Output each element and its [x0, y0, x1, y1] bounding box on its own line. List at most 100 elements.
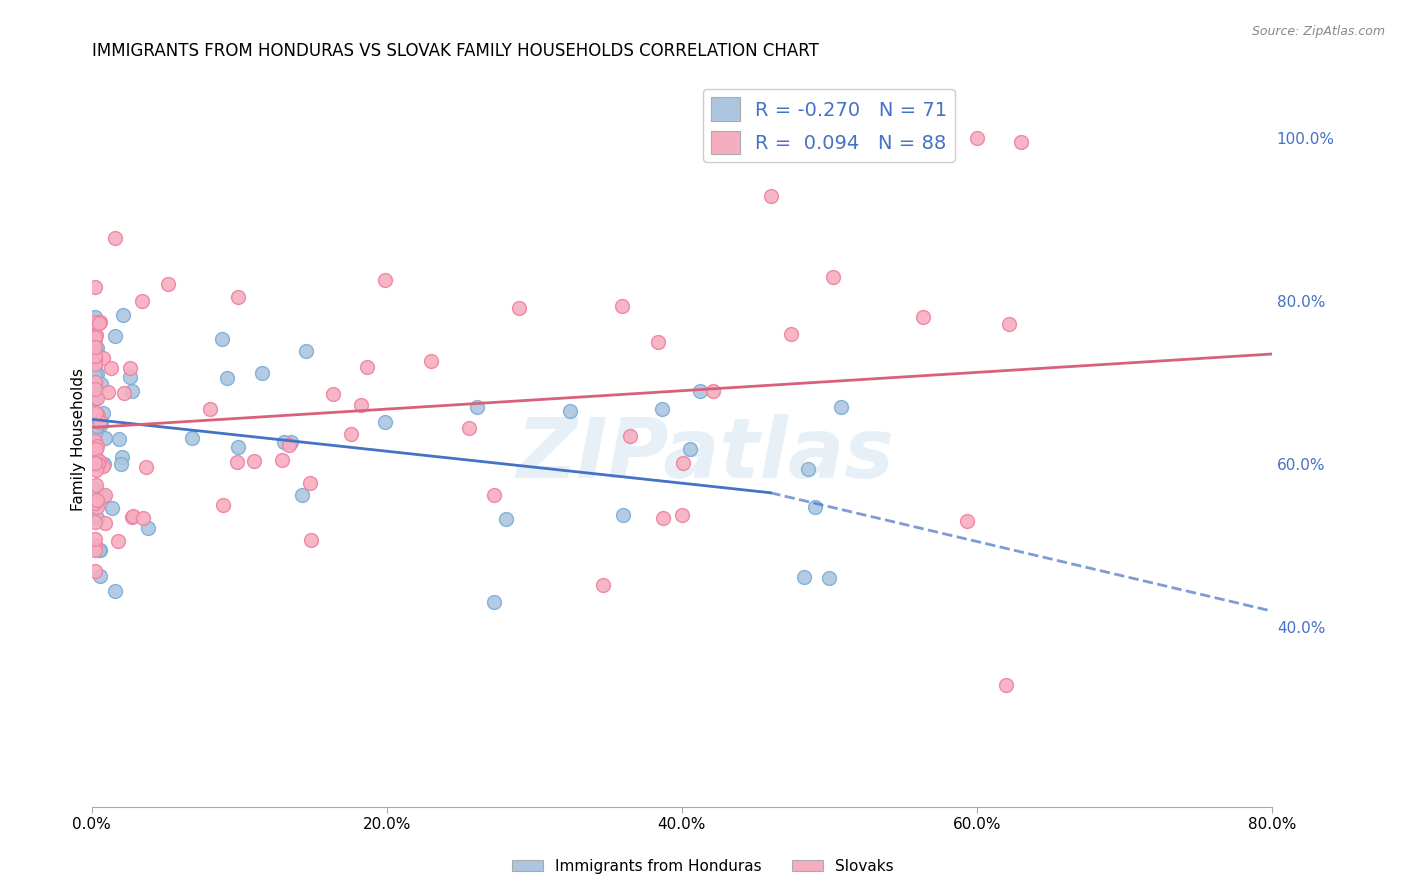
Point [89, 569, 111, 583]
Point [94, 431, 117, 445]
Point [86, 492, 108, 507]
Point [86, 419, 108, 434]
Point [83, 411, 105, 425]
Point [93, 457, 115, 471]
Point [83, 457, 105, 471]
Point [84, 462, 107, 476]
Point [212, 498, 235, 512]
Point [83, 408, 105, 422]
Point [86, 439, 108, 453]
Text: IMMIGRANTS FROM HONDURAS VS SLOVAK FAMILY HOUSEHOLDS CORRELATION CHART: IMMIGRANTS FROM HONDURAS VS SLOVAK FAMIL… [91, 42, 818, 60]
Point [299, 533, 322, 548]
Point [612, 508, 634, 523]
Point [592, 577, 614, 591]
Point [83, 422, 105, 436]
Point [83, 496, 105, 510]
Point [83, 450, 105, 464]
Point [87, 316, 110, 330]
Point [84, 456, 107, 470]
Point [966, 130, 988, 145]
Point [672, 456, 695, 470]
Point [419, 354, 441, 368]
Point [83, 538, 105, 552]
Point [83, 543, 105, 558]
Point [198, 401, 221, 416]
Point [121, 509, 143, 524]
Point [228, 290, 250, 304]
Point [273, 435, 295, 450]
Point [97, 384, 120, 399]
Point [83, 362, 105, 376]
Point [374, 415, 396, 429]
Point [298, 476, 321, 491]
Point [242, 454, 264, 468]
Point [104, 231, 127, 245]
Point [86, 511, 108, 525]
Point [100, 360, 122, 375]
Point [83, 310, 105, 325]
Point [101, 500, 124, 515]
Y-axis label: Family Households: Family Households [72, 368, 86, 511]
Point [508, 301, 530, 315]
Point [83, 315, 105, 329]
Point [180, 431, 202, 445]
Point [761, 189, 783, 203]
Point [104, 328, 127, 343]
Point [678, 442, 700, 457]
Point [83, 340, 105, 354]
Point [104, 584, 127, 599]
Point [291, 488, 314, 502]
Point [91, 351, 114, 365]
Legend: Immigrants from Honduras, Slovaks: Immigrants from Honduras, Slovaks [506, 853, 900, 880]
Point [83, 443, 105, 458]
Point [83, 346, 105, 360]
Point [131, 294, 153, 309]
Point [356, 360, 378, 375]
Point [86, 442, 108, 456]
Point [111, 450, 134, 464]
Point [83, 351, 105, 366]
Point [956, 514, 979, 528]
Point [83, 438, 105, 452]
Point [86, 342, 108, 356]
Point [1010, 135, 1032, 149]
Point [112, 386, 135, 401]
Point [87, 408, 110, 422]
Point [83, 532, 105, 546]
Point [156, 277, 179, 291]
Point [121, 384, 143, 399]
Point [83, 330, 105, 344]
Point [94, 488, 117, 502]
Point [89, 542, 111, 557]
Point [86, 367, 108, 381]
Point [652, 511, 675, 525]
Point [89, 415, 111, 429]
Point [818, 571, 841, 585]
Point [780, 326, 803, 341]
Point [94, 516, 117, 530]
Point [83, 408, 105, 422]
Point [86, 500, 108, 514]
Point [797, 462, 820, 476]
Point [350, 398, 373, 412]
Point [83, 408, 105, 422]
Point [83, 515, 105, 529]
Point [83, 564, 105, 578]
Point [689, 384, 711, 398]
Point [83, 328, 105, 343]
Text: Source: ZipAtlas.com: Source: ZipAtlas.com [1251, 25, 1385, 38]
Point [211, 332, 233, 346]
Point [610, 299, 633, 313]
Point [271, 452, 294, 467]
Point [83, 456, 105, 470]
Point [83, 343, 105, 358]
Point [84, 406, 107, 420]
Point [136, 521, 159, 535]
Point [647, 334, 669, 349]
Point [215, 371, 238, 385]
Point [89, 543, 111, 558]
Text: ZIPatlas: ZIPatlas [516, 414, 894, 495]
Point [112, 309, 135, 323]
Point [83, 483, 105, 497]
Point [84, 434, 107, 449]
